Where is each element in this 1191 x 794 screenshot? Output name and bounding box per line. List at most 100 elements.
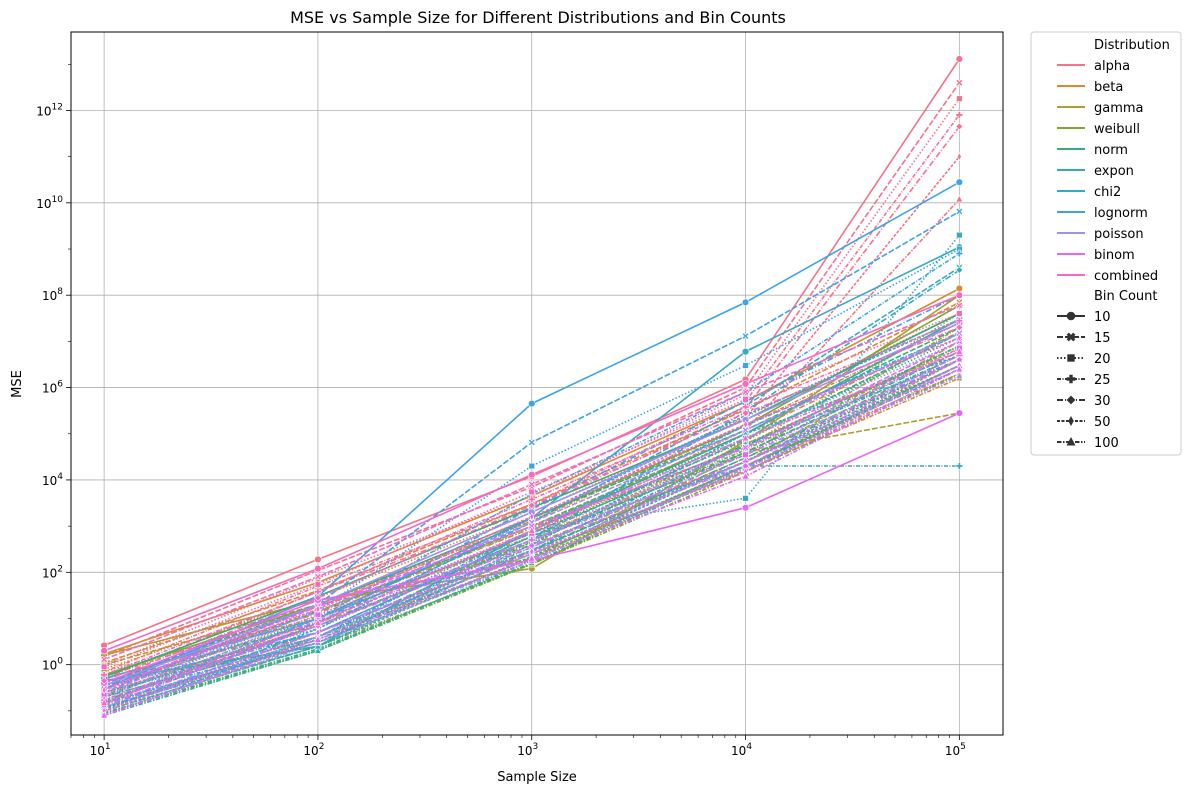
data-point [742,396,749,403]
data-point [100,663,108,670]
series-line [103,234,961,690]
data-point [955,329,964,338]
series-binom-bin-100 [100,364,964,719]
y-tick-label-exponent: 2 [57,564,63,574]
x-tick-label-base: 10 [303,744,318,758]
x-tick-label-base: 10 [945,744,960,758]
x-tick-label-base: 10 [90,744,105,758]
data-point [314,641,322,650]
x-tick-label: 102 [303,742,324,758]
data-point [741,471,750,480]
series-combined-bin-20 [100,310,963,670]
data-point [314,581,322,588]
y-tick-label-base: 10 [42,566,57,580]
legend-distribution-title: Distribution [1094,38,1170,53]
legend-item-expon: expon [1057,164,1134,179]
series-combined-bin-15 [100,301,964,664]
data-point [741,426,750,434]
x-tick-label-exponent: 1 [105,742,111,752]
data-point [955,291,964,299]
series-line [103,375,960,717]
legend-box [1030,31,1182,456]
x-tick-label-exponent: 3 [533,742,539,752]
y-tick-label: 106 [42,380,63,396]
series-line [103,304,960,661]
data-point [529,512,535,522]
legend-bin-count-items: 10 15 20 25 30 50 100 [1057,310,1119,451]
series-combined-bin-30 [100,323,964,685]
y-tick-label: 108 [42,287,63,303]
series-line [103,354,960,700]
data-point [741,409,750,417]
series-line [103,332,960,687]
data-point [528,462,535,470]
data-point [527,554,536,562]
data-point [527,501,536,510]
data-point [100,676,108,685]
legend-item-poisson: poisson [1057,227,1144,242]
legend-distribution-items: alpha beta gamma weibull norm expon chi2 lognor… [1057,59,1158,284]
data-point [314,555,322,564]
x-axis-label: Sample Size [497,770,577,785]
series-line [103,248,960,698]
legend-item-alpha: alpha [1057,59,1130,74]
legend-item-chi2: chi2 [1057,185,1121,200]
plot-area-frame [70,31,1004,736]
data-point [100,698,109,706]
y-tick-label-exponent: 6 [57,380,63,390]
data-point [314,588,322,596]
x-tick-label-base: 10 [517,744,532,758]
legend-item-gamma: gamma [1057,101,1144,116]
legend-marker [1067,354,1075,362]
data-point [955,207,964,216]
series-poisson-bin-10 [100,319,964,690]
data-point [741,388,750,396]
legend: Distribution alpha beta gamma weibull norm ex… [1030,31,1182,456]
data-point [314,618,322,626]
x-tick-label: 104 [731,742,752,758]
x-tick-label: 101 [90,742,111,758]
legend-marker [1066,332,1076,342]
legend-item-bin-10: 10 [1057,310,1111,325]
x-tick-label: 105 [945,742,966,758]
legend-label: 10 [1094,310,1111,325]
legend-item-bin-20: 20 [1057,352,1111,367]
legend-item-combined: combined [1057,269,1158,284]
data-point [955,317,964,325]
legend-item-weibull: weibull [1057,122,1140,137]
data-point [314,646,322,654]
series-combined-bin-100 [100,347,964,706]
data-point [956,152,962,162]
data-point [741,504,750,512]
series-lines [100,55,964,719]
legend-item-bin-15: 15 [1057,331,1111,346]
y-tick-label-exponent: 8 [57,287,63,297]
data-point [742,362,749,369]
data-point [741,347,750,356]
data-point [314,594,322,602]
data-point [955,347,964,355]
legend-label: alpha [1094,59,1130,74]
y-tick-label-exponent: 0 [57,657,63,667]
y-tick-label: 1010 [36,195,63,211]
legend-marker [1066,311,1076,321]
data-point [955,194,964,203]
data-point [741,403,750,411]
y-tick-label-exponent: 10 [52,195,64,205]
data-point [956,310,963,317]
data-point [955,323,964,332]
data-point [314,564,322,573]
y-tick-label-base: 10 [36,104,51,118]
legend-marker [1066,395,1076,405]
legend-label: 25 [1094,373,1111,388]
data-point [955,462,964,470]
data-point [741,380,750,388]
series-combined-bin-25 [100,317,964,679]
legend-marker [1068,415,1074,427]
legend-marker [1066,436,1076,446]
legend-label: chi2 [1094,185,1121,200]
legend-label: 100 [1094,436,1119,451]
y-tick-label-base: 10 [36,197,51,211]
data-point [955,55,964,63]
x-tick-label-base: 10 [731,744,746,758]
